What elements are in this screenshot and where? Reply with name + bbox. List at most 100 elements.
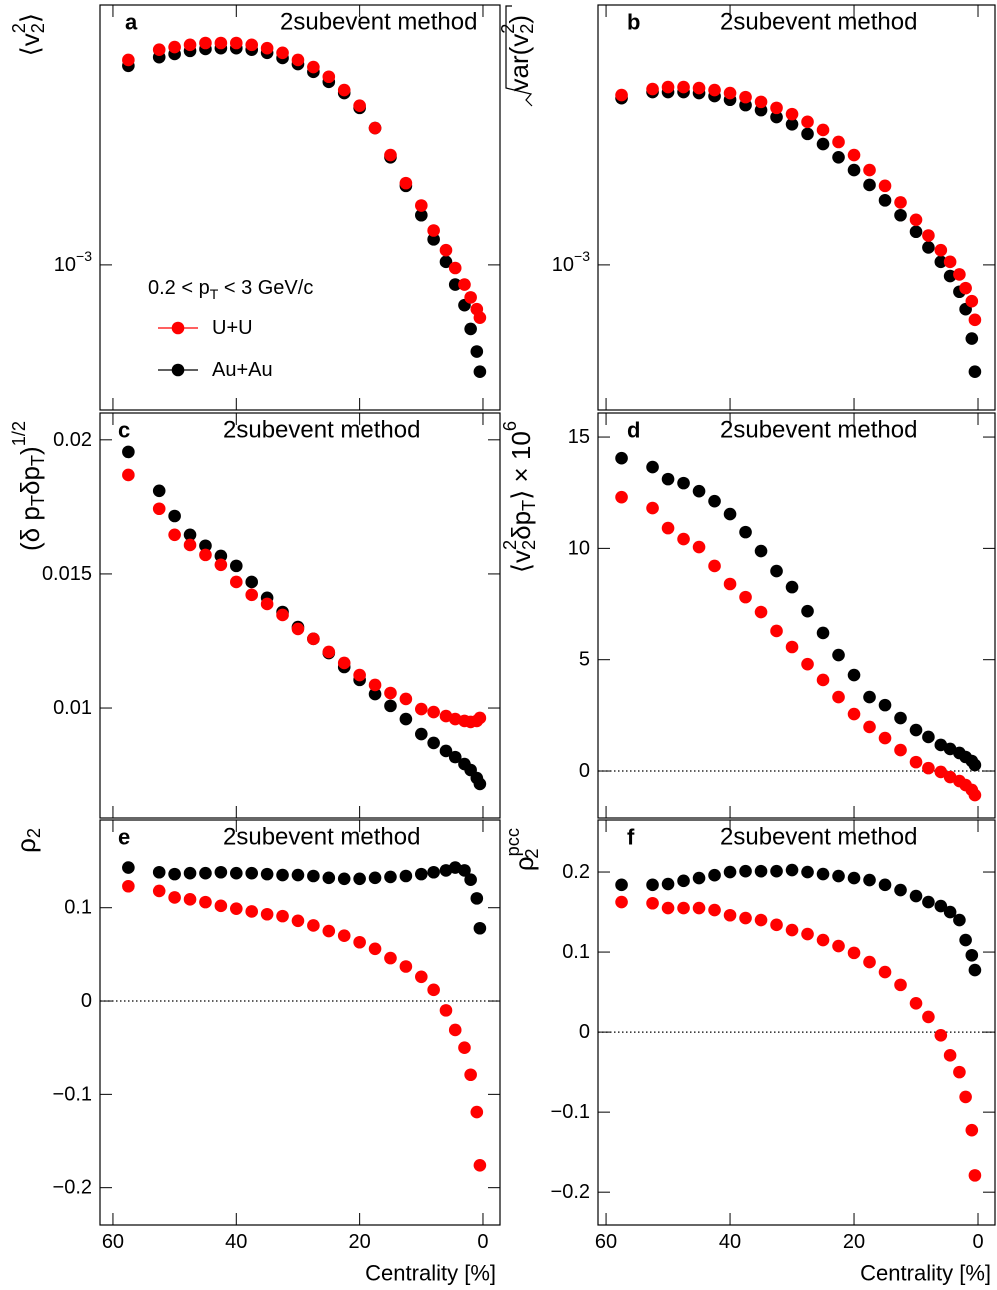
data-point xyxy=(646,896,659,910)
y-tick-label: 0.01 xyxy=(53,697,92,719)
data-point xyxy=(415,727,428,741)
data-point xyxy=(708,903,721,917)
data-point xyxy=(723,908,737,922)
data-point xyxy=(965,332,979,345)
data-point xyxy=(291,868,305,882)
data-point xyxy=(307,632,320,646)
data-point xyxy=(337,83,351,97)
data-point xyxy=(399,869,413,883)
data-point xyxy=(832,690,845,704)
tick-base: −0.1 xyxy=(53,1083,92,1105)
data-point xyxy=(785,640,799,654)
data-point xyxy=(661,901,675,915)
data-point xyxy=(754,605,768,619)
data-point xyxy=(754,544,768,558)
panel-subtitle: 2subevent method xyxy=(720,9,917,36)
panel-subtitle: 2subevent method xyxy=(223,417,420,444)
data-point xyxy=(968,365,982,379)
data-point xyxy=(965,948,979,962)
data-point xyxy=(708,83,721,97)
data-point xyxy=(458,1041,471,1054)
data-point xyxy=(646,501,659,515)
plot-frame xyxy=(597,412,996,819)
panel-letter: f xyxy=(627,825,635,850)
data-point xyxy=(276,868,289,882)
panel-letter: b xyxy=(627,10,640,35)
x-axis-label: Centrality [%] xyxy=(860,1261,991,1286)
data-point xyxy=(770,624,783,638)
data-point xyxy=(448,750,462,764)
data-point xyxy=(847,163,861,177)
data-point xyxy=(739,864,752,878)
data-point xyxy=(168,528,181,542)
data-point xyxy=(399,712,413,726)
data-point xyxy=(368,687,382,701)
data-point xyxy=(878,965,892,979)
data-point xyxy=(439,744,453,758)
data-point xyxy=(183,893,197,906)
data-point xyxy=(801,657,814,671)
data-point xyxy=(427,983,440,997)
legend-label: U+U xyxy=(212,317,253,339)
tick-base: 10 xyxy=(552,254,574,276)
data-point xyxy=(214,899,228,913)
x-tick-label: 0 xyxy=(477,1231,488,1253)
data-point xyxy=(878,194,892,207)
data-point xyxy=(399,692,413,706)
y-tick-label: −0.2 xyxy=(53,1177,92,1199)
tick-base: −0.2 xyxy=(551,1181,590,1203)
data-point xyxy=(677,901,690,915)
data-point xyxy=(427,865,440,879)
data-point xyxy=(307,60,320,74)
data-point xyxy=(968,788,982,802)
data-point xyxy=(399,960,413,973)
data-point xyxy=(427,705,440,719)
data-point xyxy=(943,269,957,283)
data-point xyxy=(245,588,259,602)
data-point xyxy=(832,939,845,953)
data-point xyxy=(968,963,982,977)
data-point xyxy=(770,864,783,878)
data-point xyxy=(183,866,197,880)
radical-sign xyxy=(505,5,533,107)
data-point xyxy=(307,919,320,932)
data-point xyxy=(214,36,228,50)
tick-exponent: −3 xyxy=(574,248,590,264)
legend-marker xyxy=(171,321,185,335)
data-point xyxy=(692,81,706,95)
data-point xyxy=(739,90,752,104)
tick-base: −0.2 xyxy=(53,1177,92,1199)
data-point xyxy=(615,878,628,892)
data-point xyxy=(943,905,957,919)
data-point xyxy=(863,690,876,704)
data-point xyxy=(847,668,861,682)
data-point xyxy=(260,597,274,611)
data-point xyxy=(943,255,957,269)
data-point xyxy=(337,872,351,886)
data-point xyxy=(122,468,135,482)
label-part: T xyxy=(28,455,48,466)
y-axis-label: var(v22) xyxy=(498,15,537,92)
data-point xyxy=(199,895,212,909)
data-point xyxy=(646,460,659,474)
data-point xyxy=(801,604,814,618)
data-point xyxy=(909,996,923,1010)
data-point xyxy=(785,107,799,121)
data-point xyxy=(708,494,721,508)
data-point xyxy=(229,866,243,880)
label-part: T xyxy=(210,286,219,302)
label-part: pcc xyxy=(503,828,523,856)
legend-marker xyxy=(171,363,185,377)
data-point xyxy=(322,70,336,84)
panel: 0 5 10 15 d 2subevent method ⟨v22δpT⟩ × 106 xyxy=(500,412,996,819)
y-axis-label: (δ pTδpT)1/2 xyxy=(9,421,48,551)
data-point xyxy=(801,115,814,129)
data-point xyxy=(934,765,948,779)
data-point xyxy=(661,80,675,94)
data-point xyxy=(415,970,428,984)
y-tick-label: 0.02 xyxy=(53,429,92,451)
data-point xyxy=(894,978,907,992)
data-point xyxy=(399,176,413,190)
y-tick-label: 0.1 xyxy=(64,897,92,919)
data-point xyxy=(770,110,783,124)
